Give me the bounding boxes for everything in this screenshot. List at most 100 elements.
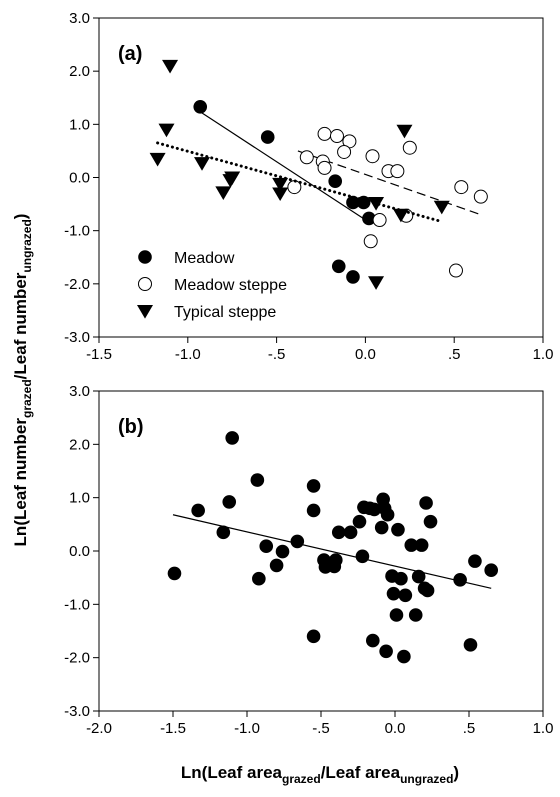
- panel-b-point: [380, 507, 395, 522]
- panel-a-y-tick-label: 1.0: [69, 116, 90, 133]
- panel-a-point-meadow-steppe: [317, 126, 332, 141]
- panel-b-y-tick-label: -1.0: [64, 596, 90, 613]
- panel-b-point: [252, 571, 266, 586]
- panel-b-point: [386, 586, 401, 601]
- panel-b-point: [379, 644, 393, 659]
- panel-b-x-tick-label: 0.0: [385, 720, 406, 737]
- panel-b-point: [404, 538, 419, 552]
- panel-b-point: [250, 473, 265, 487]
- panel-a-point-meadow: [260, 130, 275, 144]
- panel-b-point: [398, 588, 413, 603]
- panel-b-point: [290, 534, 305, 549]
- panel-a-point-typical-steppe: [222, 174, 239, 188]
- panel-b-fit-line: [172, 514, 492, 589]
- panel-a-point-typical-steppe: [368, 276, 385, 290]
- panel-a-x-tick-label: 1.0: [533, 346, 554, 363]
- panel-b-point: [191, 503, 205, 518]
- panel-b-point: [259, 539, 274, 553]
- panel-a-y-tick-label: 3.0: [69, 10, 90, 27]
- panel-b-point: [367, 502, 382, 517]
- panel-a-point-typical-steppe: [272, 177, 289, 192]
- panel-b-x-tick-label: .5: [463, 720, 476, 737]
- panel-a-y-tick-label: -3.0: [64, 329, 90, 346]
- panel-b-point: [419, 496, 433, 510]
- panel-b-point: [391, 522, 405, 537]
- panel-a-point-meadow-steppe: [454, 180, 469, 195]
- panel-a-point-meadow-steppe: [402, 140, 417, 155]
- panel-b-y-tick-label: 2.0: [69, 436, 90, 453]
- panel-a-y-tick-label: 2.0: [69, 63, 90, 80]
- panel-a-fit-line-meadow: [196, 108, 370, 223]
- panel-b-point: [463, 638, 478, 652]
- panel-b-y-tick-label: 3.0: [69, 383, 90, 400]
- panel-b-point: [397, 649, 411, 664]
- panel-a-fit-line-typical-steppe: [156, 141, 442, 223]
- y-axis-title: Ln(Leaf numbergrazed/Leaf numberungrazed…: [11, 214, 34, 547]
- panel-a-point-meadow-steppe: [317, 160, 332, 175]
- panel-b-panel-label: (b): [118, 416, 144, 438]
- panel-b-x-tick-label: -1.5: [160, 720, 186, 737]
- panel-b-point: [453, 573, 467, 587]
- panel-a-y-tick-label: 0.0: [69, 170, 90, 187]
- panel-a-point-typical-steppe: [368, 197, 385, 211]
- panel-b-y-tick-label: -3.0: [64, 703, 90, 720]
- panel-b-point: [420, 583, 435, 598]
- panel-a: -1.5 -1.0 -.5 0.0 .5 1.0 -3.0 -2.0 -1.0 0.0 1.0 2.0…: [64, 10, 553, 363]
- panel-a-point-meadow-steppe: [448, 263, 463, 278]
- panel-a-legend-label-typical-steppe: Typical steppe: [174, 304, 276, 321]
- panel-b-point: [343, 525, 358, 540]
- panel-b-point: [411, 569, 426, 584]
- panel-b-point: [394, 571, 408, 586]
- panel-a-point-typical-steppe: [194, 157, 211, 171]
- panel-a-point-meadow-steppe: [372, 213, 387, 228]
- panel-b-point: [225, 431, 239, 445]
- panel-b-point: [222, 495, 237, 509]
- panel-a-point-meadow-steppe: [299, 150, 314, 165]
- panel-a-point-meadow-steppe: [337, 144, 352, 159]
- panel-b-point: [275, 544, 290, 559]
- panel-b-point: [331, 525, 346, 540]
- panel-a-point-meadow: [328, 174, 343, 189]
- panel-a-point-meadow: [346, 270, 360, 284]
- panel-b-point: [306, 479, 321, 493]
- panel-a-legend-label-meadow-steppe: Meadow steppe: [174, 277, 287, 294]
- panel-b-y-tick-label: -2.0: [64, 650, 90, 667]
- panel-a-point-meadow-steppe: [473, 189, 488, 204]
- panel-a-x-tick-label: .5: [448, 346, 461, 363]
- panel-b-point: [374, 520, 389, 535]
- panel-a-point-meadow-steppe: [363, 234, 378, 249]
- panel-a-point-typical-steppe: [272, 187, 289, 202]
- panel-b: -2.0 -1.5 -1.0 -.5 0.0.5 1.0-3.0-2.0-1.00.01.…: [64, 383, 553, 737]
- panel-a-point-typical-steppe: [215, 186, 232, 200]
- panel-a-x-tick-label: -.5: [268, 346, 286, 363]
- panel-a-legend-marker-typical-steppe: [137, 305, 153, 319]
- panel-a-point-meadow-steppe: [365, 149, 380, 164]
- panel-b-y-tick-label: 0.0: [69, 543, 90, 560]
- panel-a-point-meadow: [346, 195, 360, 210]
- panel-a-panel-label: (a): [118, 43, 142, 65]
- panel-b-y-tick-label: 1.0: [69, 490, 90, 507]
- panel-a-point-typical-steppe: [433, 200, 450, 215]
- panel-a-point-meadow: [331, 259, 346, 274]
- panel-b-x-tick-label: -2.0: [86, 720, 112, 737]
- panel-a-point-typical-steppe: [396, 124, 413, 139]
- panel-b-point: [468, 554, 482, 568]
- panel-a-point-meadow-steppe: [329, 129, 344, 144]
- panel-b-point: [414, 538, 429, 552]
- panel-a-point-meadow: [193, 99, 208, 114]
- panel-a-legend-marker-meadow-steppe: [138, 277, 152, 291]
- panel-b-x-tick-label: -1.0: [234, 720, 260, 737]
- panel-b-plot-frame: [98, 390, 544, 712]
- panel-b-point: [216, 525, 231, 540]
- panel-b-point: [408, 608, 423, 622]
- panel-b-point: [269, 558, 284, 573]
- panel-b-point: [352, 514, 367, 529]
- x-axis-title: Ln(Leaf areagrazed/Leaf areaungrazed): [181, 763, 459, 786]
- panel-b-point: [484, 563, 499, 577]
- panel-b-point: [389, 608, 404, 622]
- panel-b-x-tick-label: -.5: [312, 720, 330, 737]
- panel-a-legend-marker-meadow: [138, 250, 152, 264]
- panel-b-point: [306, 503, 321, 518]
- panel-b-point: [167, 566, 182, 581]
